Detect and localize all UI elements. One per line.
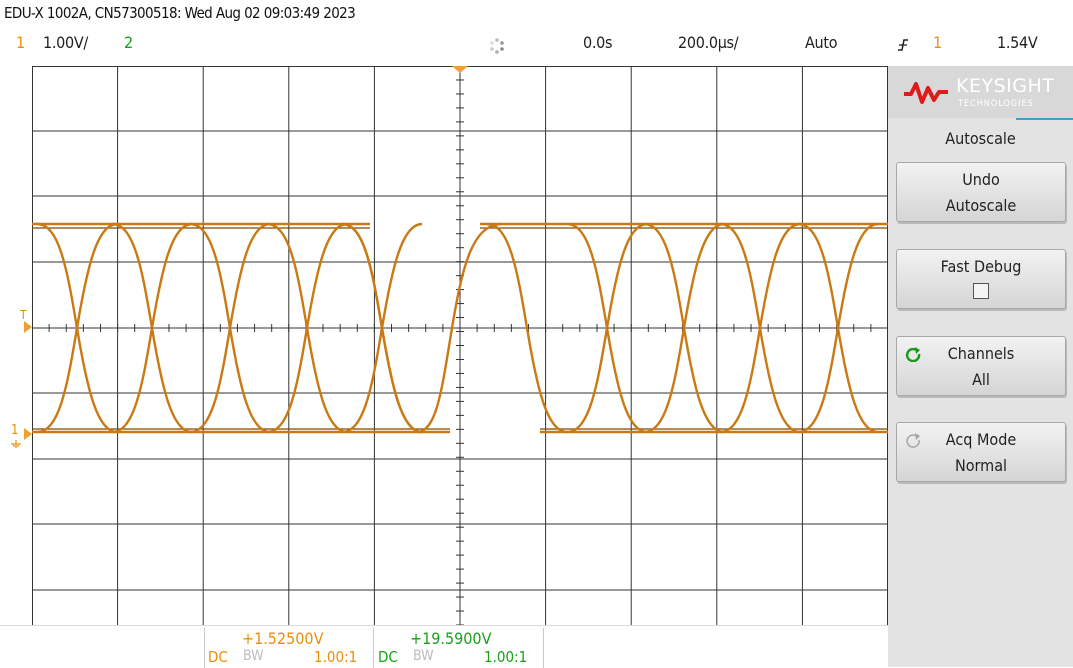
trigger-source[interactable]: 1 <box>933 33 942 52</box>
trigger-mode[interactable]: Auto <box>805 33 838 52</box>
channels-button[interactable]: Channels All <box>896 336 1066 396</box>
ch1-bw-limit: BW <box>243 648 264 664</box>
undo-label: Undo <box>962 170 1000 189</box>
ch2-number[interactable]: 2 <box>124 33 133 52</box>
trigger-position-marker <box>452 66 468 73</box>
time-scale[interactable]: 200.0µs/ <box>678 33 739 52</box>
trigger-level[interactable]: 1.54V <box>997 33 1038 52</box>
ch2-coupling: DC <box>378 648 398 666</box>
ch2-bw-limit: BW <box>413 648 434 664</box>
time-delay[interactable]: 0.0s <box>583 33 613 52</box>
acq-mode-button[interactable]: Acq Mode Normal <box>896 422 1066 482</box>
ch1-scale[interactable]: 1.00V/ <box>43 33 88 52</box>
acq-mode-label: Acq Mode <box>945 430 1017 449</box>
rotate-icon <box>906 433 920 448</box>
ch1-ground-marker[interactable]: 1 <box>11 423 19 438</box>
rising-edge-icon <box>898 39 908 51</box>
brand-logo: KEYSIGHT <box>956 75 1055 97</box>
fast-debug-label: Fast Debug <box>940 257 1022 276</box>
logo-area: KEYSIGHT TECHNOLOGIES <box>888 66 1073 118</box>
waveform-display[interactable] <box>32 66 888 625</box>
ch2-offset[interactable]: +19.5900V <box>410 629 492 648</box>
brand-subtitle: TECHNOLOGIES <box>958 99 1034 109</box>
fast-debug-button[interactable]: Fast Debug <box>896 249 1066 309</box>
ch1-coupling: DC <box>208 648 228 666</box>
undo-autoscale-button[interactable]: Undo Autoscale <box>896 162 1066 222</box>
ch1-number[interactable]: 1 <box>16 33 25 52</box>
ch1-eye-traces <box>32 222 888 434</box>
instrument-title: EDU-X 1002A, CN57300518: Wed Aug 02 09:0… <box>4 4 356 22</box>
menu-title: Autoscale <box>945 129 1016 148</box>
softkey-panel: KEYSIGHT TECHNOLOGIES Autoscale Undo Aut… <box>888 66 1073 667</box>
ch1-probe: 1.00:1 <box>314 648 358 666</box>
acq-mode-value: Normal <box>954 456 1008 475</box>
ch2-probe: 1.00:1 <box>484 648 528 666</box>
channels-label: Channels <box>947 344 1015 363</box>
fast-debug-checkbox[interactable] <box>973 283 989 299</box>
channels-value: All <box>972 370 990 389</box>
ground-marker-icon <box>11 428 32 448</box>
trigger-level-arrow-icon <box>24 321 32 333</box>
rotate-icon <box>905 347 921 362</box>
trigger-level-marker[interactable]: T <box>20 308 27 322</box>
logo-underline <box>1016 118 1073 120</box>
channel-info-bar: +1.52500V DC BW 1.00:1 +19.5900V DC BW 1… <box>0 625 888 668</box>
undo-label-2: Autoscale <box>945 196 1017 215</box>
spinner-icon <box>490 38 504 54</box>
keysight-wave-icon <box>904 82 948 104</box>
ch1-offset[interactable]: +1.52500V <box>242 629 324 648</box>
